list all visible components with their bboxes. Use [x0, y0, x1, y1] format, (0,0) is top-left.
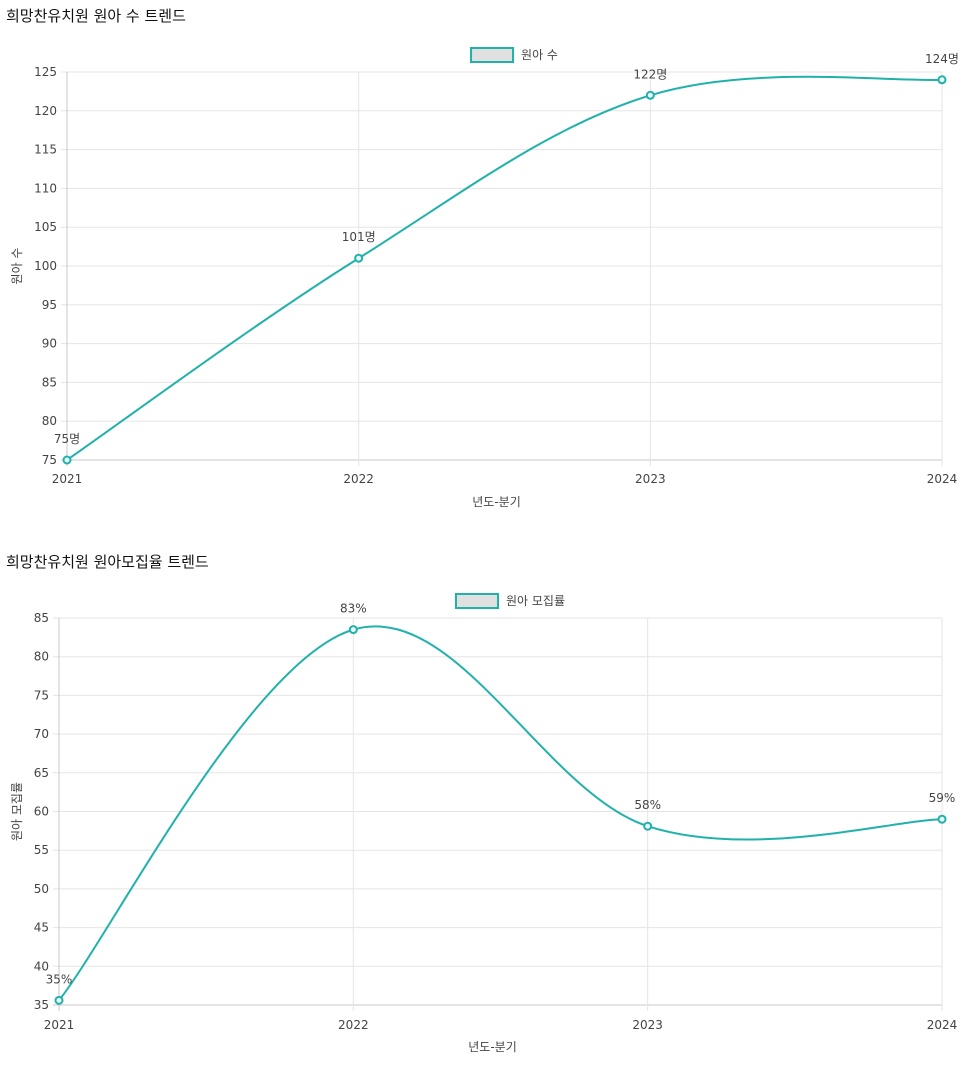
y-tick-label: 85 — [42, 375, 57, 389]
y-tick-label: 85 — [34, 611, 49, 625]
y-tick-label: 35 — [34, 998, 49, 1012]
legend-swatch — [454, 593, 499, 609]
y-tick-label: 65 — [34, 766, 49, 780]
data-label: 83% — [340, 602, 367, 616]
data-label: 75명 — [54, 432, 80, 446]
series-line — [58, 625, 943, 1001]
y-tick-label: 115 — [34, 143, 57, 157]
x-axis-title: 년도-분기 — [468, 1040, 517, 1054]
y-tick-label: 105 — [34, 220, 57, 234]
legend-label: 원아 모집률 — [506, 594, 565, 608]
y-tick-label: 40 — [34, 959, 49, 973]
y-tick-label: 90 — [42, 337, 57, 351]
legend-swatch — [470, 47, 515, 63]
data-point — [937, 75, 947, 85]
data-label: 35% — [46, 972, 73, 986]
data-label: 58% — [634, 798, 661, 812]
data-label: 101명 — [342, 230, 376, 244]
x-tick-label: 2022 — [338, 1018, 369, 1032]
y-tick-label: 125 — [34, 65, 57, 79]
y-tick-label: 50 — [34, 882, 49, 896]
data-point — [348, 625, 358, 635]
y-tick-label: 80 — [42, 414, 57, 428]
x-tick-label: 2023 — [635, 472, 666, 486]
data-label: 124명 — [925, 52, 959, 66]
chart-2-svg: 35 40 45 50 55 60 65 70 75 80 85 2021 2022 2023 2024 년도… — [10, 593, 958, 1054]
y-tick-label: 95 — [42, 298, 57, 312]
data-point — [54, 995, 64, 1005]
legend-label: 원아 수 — [521, 48, 558, 62]
data-point — [354, 253, 364, 263]
data-point — [937, 814, 947, 824]
data-point — [62, 455, 72, 465]
y-tick-label: 70 — [34, 727, 49, 741]
x-tick-label: 2023 — [632, 1018, 663, 1032]
series-line — [66, 75, 943, 461]
y-axis-title: 원아 수 — [10, 248, 24, 285]
y-axis-title: 원아 모집률 — [10, 782, 24, 841]
data-point — [643, 821, 653, 831]
y-tick-label: 120 — [34, 104, 57, 118]
chart-1-title: 희망찬유치원 원아 수 트렌드 — [6, 7, 186, 25]
y-tick-label: 55 — [34, 843, 49, 857]
y-tick-label: 80 — [34, 650, 49, 664]
y-tick-label: 110 — [34, 181, 57, 195]
y-tick-label: 45 — [34, 921, 49, 935]
data-label: 59% — [929, 791, 956, 805]
x-axis-title: 년도-분기 — [472, 495, 521, 509]
y-tick-label: 75 — [34, 688, 49, 702]
y-tick-label: 75 — [42, 453, 57, 467]
y-tick-label: 60 — [34, 805, 49, 819]
chart-1-svg: 75 80 85 90 95 100 105 110 115 120 125 2021 2022 2023… — [10, 47, 959, 509]
data-label: 122명 — [633, 67, 667, 81]
x-tick-label: 2021 — [52, 472, 83, 486]
x-tick-label: 2024 — [927, 1018, 958, 1032]
y-tick-label: 100 — [34, 259, 57, 273]
x-tick-label: 2024 — [927, 472, 958, 486]
x-tick-label: 2022 — [343, 472, 374, 486]
data-point — [645, 90, 655, 100]
x-tick-label: 2021 — [44, 1018, 75, 1032]
chart-2-title: 희망찬유치원 원아모집율 트렌드 — [6, 553, 209, 571]
